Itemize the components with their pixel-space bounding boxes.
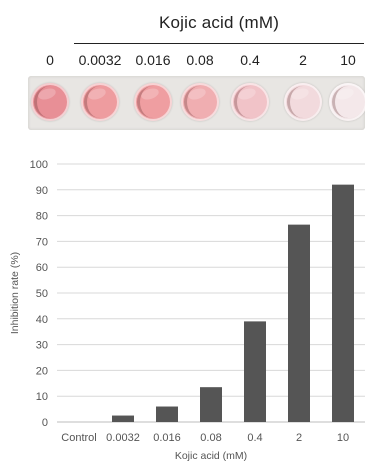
- well-2: [284, 83, 322, 121]
- plate-label-10: 10: [340, 52, 356, 68]
- well-0.0032: [81, 83, 119, 121]
- y-tick-label-20: 20: [36, 365, 48, 377]
- x-tick-labels: Control 0.0032 0.016 0.08 0.4 2 10: [61, 432, 349, 444]
- x-tick-label-0.08: 0.08: [200, 432, 221, 444]
- plate-label-0: 0: [46, 52, 54, 68]
- plate-label-2: 2: [299, 52, 307, 68]
- inhibition-bar-chart: 0 10 20 30 40 50 60 70 80 90 100 Control 0.0032 0.01…: [9, 159, 365, 462]
- well-control: [31, 83, 69, 121]
- x-axis-label: Kojic acid (mM): [175, 450, 247, 462]
- y-tick-label-40: 40: [36, 314, 48, 326]
- bars: [112, 184, 354, 422]
- x-tick-label-10: 10: [337, 432, 349, 444]
- y-tick-label-0: 0: [42, 417, 48, 429]
- top-rule: [74, 43, 364, 44]
- well-0.08: [181, 83, 219, 121]
- x-tick-label-0.0032: 0.0032: [106, 432, 140, 444]
- plate-label-0.4: 0.4: [240, 52, 260, 68]
- y-tick-label-60: 60: [36, 262, 48, 274]
- well-0.4: [231, 83, 269, 121]
- y-tick-label-90: 90: [36, 185, 48, 197]
- y-tick-label-100: 100: [30, 159, 48, 171]
- y-axis-label: Inhibition rate (%): [9, 252, 21, 334]
- plate-label-0.0032: 0.0032: [78, 52, 122, 68]
- well-0.016: [134, 83, 172, 121]
- y-tick-label-50: 50: [36, 288, 48, 300]
- bar-0.4: [244, 321, 266, 422]
- y-tick-label-30: 30: [36, 340, 48, 352]
- grid-lines: [57, 163, 365, 423]
- bar-10: [332, 184, 354, 422]
- y-tick-label-80: 80: [36, 211, 48, 223]
- x-tick-label-Control: Control: [61, 432, 96, 444]
- bar-0.0032: [112, 415, 134, 422]
- well-10: [329, 83, 365, 121]
- bar-0.016: [156, 406, 178, 422]
- x-tick-label-2: 2: [296, 432, 302, 444]
- plate-label-0.08: 0.08: [186, 52, 214, 68]
- y-tick-label-70: 70: [36, 236, 48, 248]
- x-tick-label-0.016: 0.016: [153, 432, 181, 444]
- well-plate-photo: [28, 76, 365, 130]
- y-tick-label-10: 10: [36, 391, 48, 403]
- top-title: Kojic acid (mM): [158, 13, 280, 32]
- y-tick-labels: 0 10 20 30 40 50 60 70 80 90 100: [30, 159, 48, 429]
- concentration-label-row: 0 0.0032 0.016 0.08 0.4 2 10: [0, 52, 365, 72]
- x-tick-label-0.4: 0.4: [247, 432, 262, 444]
- plate-label-0.016: 0.016: [135, 52, 171, 68]
- bar-0.08: [200, 387, 222, 422]
- bar-2: [288, 224, 310, 422]
